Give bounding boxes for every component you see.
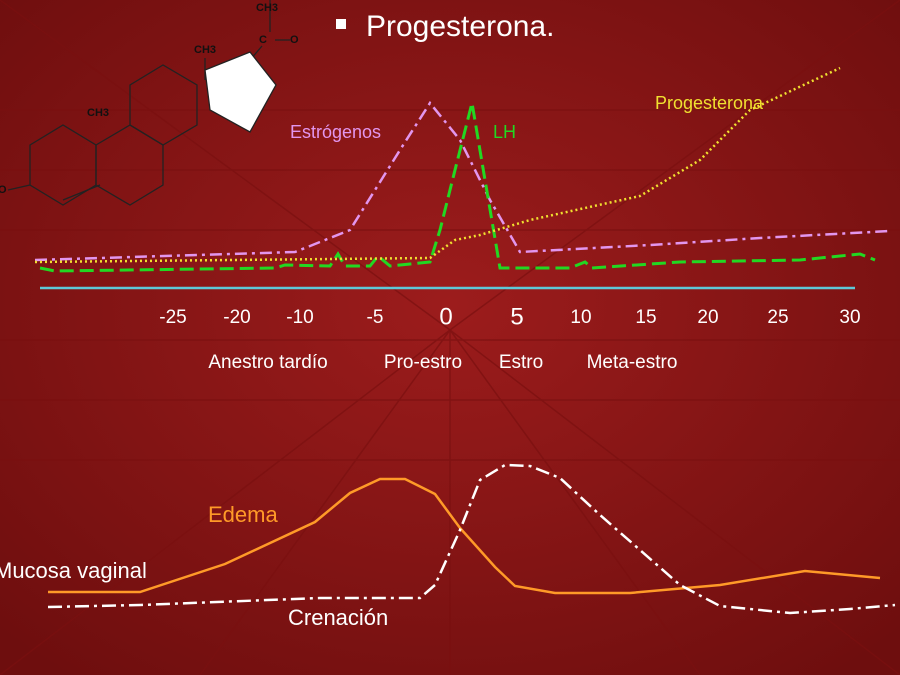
bullet	[336, 19, 346, 29]
molecule-label: CH3	[194, 44, 216, 56]
axis-tick-label: -10	[286, 307, 313, 328]
curve-label: Mucosa vaginal	[0, 558, 147, 583]
axis-tick-label: 10	[570, 307, 591, 328]
lh-curve	[39, 102, 876, 273]
phase-label: Anestro tardío	[208, 352, 327, 373]
curve-label: Edema	[208, 502, 278, 527]
title: Progesterona.	[366, 10, 554, 43]
axis-tick-label: 15	[635, 307, 656, 328]
molecule-label: O	[0, 184, 7, 196]
axis-tick-label: 30	[839, 307, 860, 328]
molecule-label: C	[259, 34, 267, 46]
progesterone-curve	[34, 66, 841, 264]
curve-label: LH	[493, 122, 516, 142]
axis-tick-label: -25	[159, 307, 186, 328]
crenation-curve	[47, 463, 896, 615]
phase-label: Pro-estro	[384, 352, 462, 373]
curve-label: Progesterona	[655, 93, 764, 113]
molecule	[7, 0, 290, 206]
curve-label: Crenación	[288, 605, 388, 630]
axis-tick-label: 25	[767, 307, 788, 328]
edema-curve	[48, 477, 881, 595]
curve-label: Estrógenos	[290, 122, 381, 142]
estrogen-curve	[34, 100, 891, 262]
axis-tick-label: 5	[510, 303, 523, 330]
phase-label: Estro	[499, 352, 543, 373]
molecule-ring	[204, 51, 277, 133]
axis-tick-label: -5	[367, 307, 384, 328]
axis-tick-label: 0	[439, 303, 452, 330]
molecule-label: O	[290, 34, 299, 46]
molecule-label: CH3	[87, 107, 109, 119]
molecule-label: CH3	[256, 2, 278, 14]
axis-tick-label: 20	[697, 307, 718, 328]
axis-tick-label: -20	[223, 307, 250, 328]
phase-label: Meta-estro	[587, 352, 678, 373]
